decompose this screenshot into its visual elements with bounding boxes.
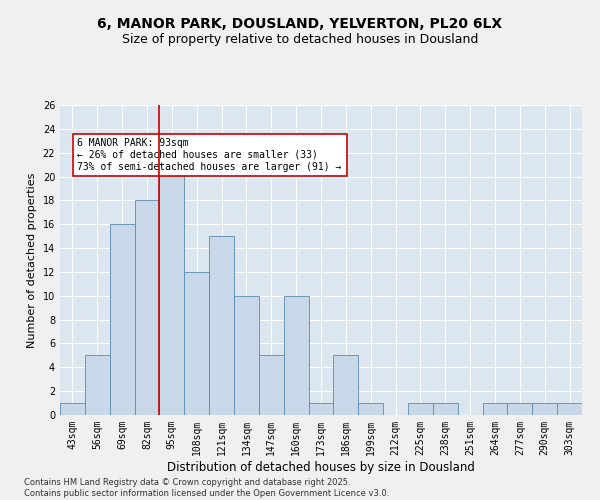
Text: Size of property relative to detached houses in Dousland: Size of property relative to detached ho… — [122, 32, 478, 46]
Bar — [259, 356, 284, 415]
Y-axis label: Number of detached properties: Number of detached properties — [27, 172, 37, 348]
Bar — [60, 403, 85, 415]
Bar — [209, 236, 234, 415]
Bar — [85, 356, 110, 415]
Bar — [433, 403, 458, 415]
Bar — [134, 200, 160, 415]
Bar — [532, 403, 557, 415]
Bar — [508, 403, 532, 415]
Bar — [160, 152, 184, 415]
Bar — [334, 356, 358, 415]
Text: Contains HM Land Registry data © Crown copyright and database right 2025.
Contai: Contains HM Land Registry data © Crown c… — [24, 478, 389, 498]
Bar — [234, 296, 259, 415]
Text: 6, MANOR PARK, DOUSLAND, YELVERTON, PL20 6LX: 6, MANOR PARK, DOUSLAND, YELVERTON, PL20… — [97, 18, 503, 32]
Bar — [482, 403, 508, 415]
Text: 6 MANOR PARK: 93sqm
← 26% of detached houses are smaller (33)
73% of semi-detach: 6 MANOR PARK: 93sqm ← 26% of detached ho… — [77, 138, 342, 172]
Bar — [557, 403, 582, 415]
Bar — [308, 403, 334, 415]
Bar — [284, 296, 308, 415]
Bar — [358, 403, 383, 415]
Bar — [110, 224, 134, 415]
X-axis label: Distribution of detached houses by size in Dousland: Distribution of detached houses by size … — [167, 460, 475, 473]
Bar — [408, 403, 433, 415]
Bar — [184, 272, 209, 415]
